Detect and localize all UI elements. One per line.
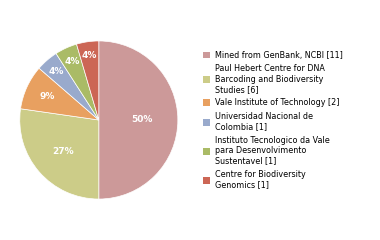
Wedge shape bbox=[56, 44, 99, 120]
Text: 9%: 9% bbox=[40, 92, 55, 101]
Wedge shape bbox=[20, 109, 99, 199]
Text: 50%: 50% bbox=[131, 115, 153, 125]
Legend: Mined from GenBank, NCBI [11], Paul Hebert Centre for DNA
Barcoding and Biodiver: Mined from GenBank, NCBI [11], Paul Hebe… bbox=[202, 49, 344, 191]
Text: 4%: 4% bbox=[64, 57, 79, 66]
Wedge shape bbox=[76, 41, 99, 120]
Wedge shape bbox=[21, 68, 99, 120]
Text: 4%: 4% bbox=[49, 66, 64, 76]
Text: 4%: 4% bbox=[82, 51, 97, 60]
Wedge shape bbox=[99, 41, 178, 199]
Text: 27%: 27% bbox=[52, 147, 74, 156]
Wedge shape bbox=[39, 54, 99, 120]
